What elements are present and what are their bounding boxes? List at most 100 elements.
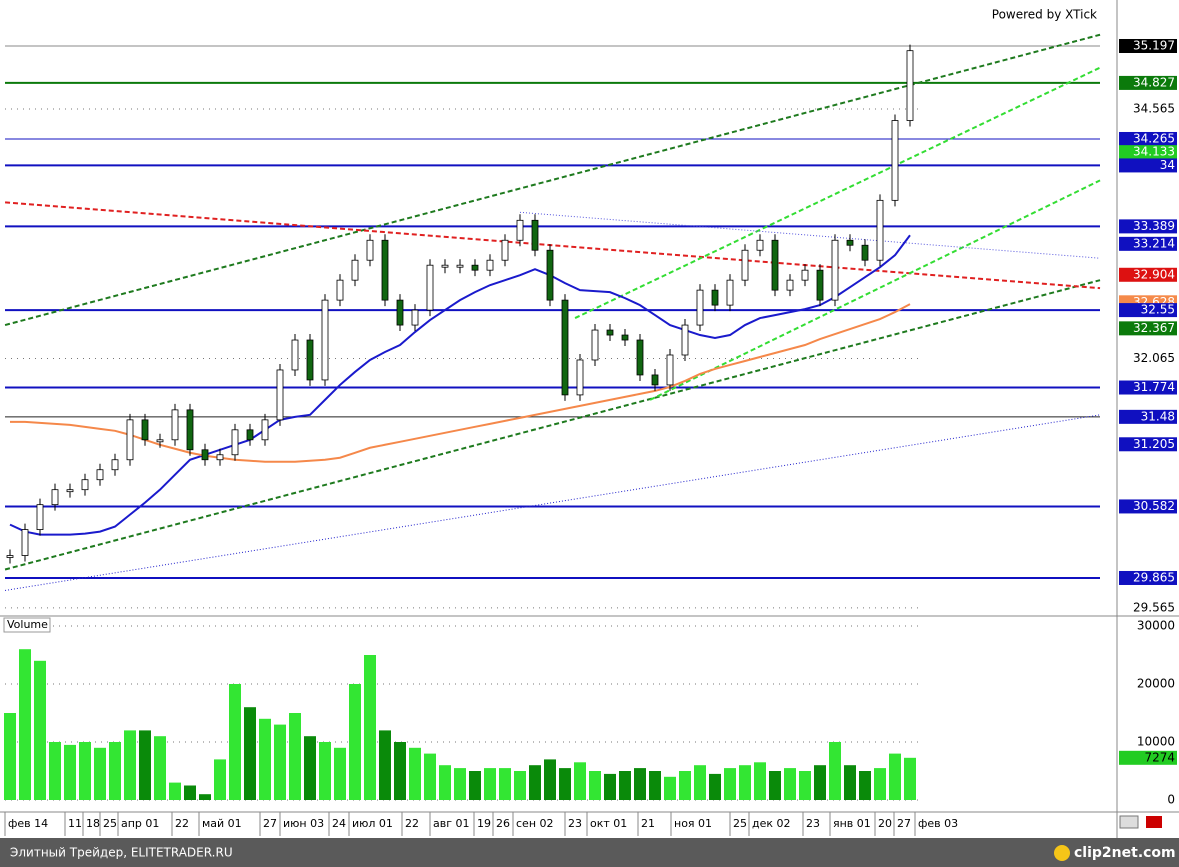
- candle: [366, 239, 374, 261]
- volume-bar: [544, 759, 556, 800]
- volume-bar: [574, 762, 586, 800]
- volume-bar: [739, 765, 751, 800]
- level-box: [1119, 158, 1177, 173]
- x-tick-label: сен 02: [516, 817, 554, 830]
- candle: [321, 299, 329, 381]
- volume-title: Volume: [7, 618, 48, 631]
- level-box: [1119, 145, 1177, 160]
- volume-bar: [169, 782, 181, 800]
- candle: [486, 259, 494, 271]
- volume-tick-label: 0: [1167, 793, 1175, 807]
- x-tick-label: 22: [405, 817, 419, 830]
- x-tick-label: фев 14: [8, 817, 48, 830]
- footer-bar: [0, 838, 1179, 867]
- candle: [396, 299, 404, 326]
- level-box: [1119, 570, 1177, 585]
- volume-bar: [559, 768, 571, 800]
- level-label: 34.827: [1133, 75, 1175, 89]
- volume-bar: [379, 730, 391, 800]
- trend-line: [4, 201, 1101, 290]
- scroll-button[interactable]: [1119, 815, 1139, 829]
- candle: [786, 279, 794, 291]
- volume-bar: [874, 768, 886, 800]
- candle: [666, 354, 674, 386]
- candle: [771, 239, 779, 291]
- exit-button[interactable]: [1146, 816, 1162, 828]
- trend-line: [4, 279, 1101, 571]
- level-box: [1119, 437, 1177, 452]
- x-tick-label: июл 01: [352, 817, 393, 830]
- volume-bar: [844, 765, 856, 800]
- trend-line: [574, 66, 1101, 319]
- candle: [126, 419, 134, 461]
- volume-bar: [634, 768, 646, 800]
- volume-bar: [514, 771, 526, 800]
- volume-tick-label: 20000: [1137, 677, 1175, 691]
- volume-bar: [139, 730, 151, 800]
- candle: [456, 264, 464, 268]
- candle: [231, 429, 239, 456]
- candle: [621, 334, 629, 341]
- candle: [846, 239, 854, 246]
- volume-bar: [904, 757, 916, 800]
- volume-bar: [244, 707, 256, 800]
- level-label: 33.214: [1133, 236, 1175, 250]
- level-label: 34.133: [1133, 145, 1175, 159]
- x-tick-label: 11: [68, 817, 82, 830]
- level-box: [1119, 236, 1177, 251]
- volume-bar: [679, 771, 691, 800]
- candle: [891, 120, 899, 201]
- volume-bar: [799, 771, 811, 800]
- volume-bar: [334, 747, 346, 800]
- volume-bar: [409, 747, 421, 800]
- volume-bar: [769, 771, 781, 800]
- candle: [606, 329, 614, 336]
- x-tick-label: окт 01: [590, 817, 627, 830]
- candle: [381, 239, 389, 301]
- y-tick-label: 29.565: [1133, 600, 1175, 614]
- x-tick-label: 19: [477, 817, 491, 830]
- level-box: [1119, 219, 1177, 234]
- volume-bar: [619, 771, 631, 800]
- level-label: 31.205: [1133, 437, 1175, 451]
- x-tick-label: ноя 01: [674, 817, 712, 830]
- volume-bar: [94, 747, 106, 800]
- candle: [831, 239, 839, 301]
- level-box: [1119, 409, 1177, 424]
- candle: [756, 239, 764, 251]
- volume-bar: [79, 742, 91, 800]
- candle: [801, 269, 809, 281]
- candle: [36, 504, 44, 530]
- volume-bar: [274, 724, 286, 800]
- volume-bar: [304, 736, 316, 800]
- y-tick-label: 34.565: [1133, 102, 1175, 116]
- candle: [516, 219, 524, 241]
- candle: [171, 409, 179, 441]
- volume-bar: [499, 768, 511, 800]
- volume-bar: [814, 765, 826, 800]
- candle: [201, 449, 209, 461]
- watermark: Powered by XTick: [992, 8, 1097, 22]
- volume-bar: [529, 765, 541, 800]
- level-label: 31.774: [1133, 380, 1175, 394]
- candle: [276, 369, 284, 421]
- candle: [51, 489, 59, 506]
- candle: [501, 239, 509, 261]
- candle: [696, 289, 704, 326]
- volume-bar: [784, 768, 796, 800]
- level-label: 35.197: [1133, 38, 1175, 52]
- trend-line: [4, 33, 1101, 327]
- x-tick-label: 27: [263, 817, 277, 830]
- volume-bar: [604, 773, 616, 800]
- x-tick-label: 24: [332, 817, 346, 830]
- level-box: [1119, 267, 1177, 282]
- volume-bar: [664, 776, 676, 800]
- candle: [246, 429, 254, 441]
- volume-bar: [649, 771, 661, 800]
- trend-line: [649, 179, 1101, 401]
- x-tick-label: май 01: [202, 817, 242, 830]
- candle: [531, 219, 539, 251]
- candle: [216, 454, 224, 461]
- candle: [546, 249, 554, 301]
